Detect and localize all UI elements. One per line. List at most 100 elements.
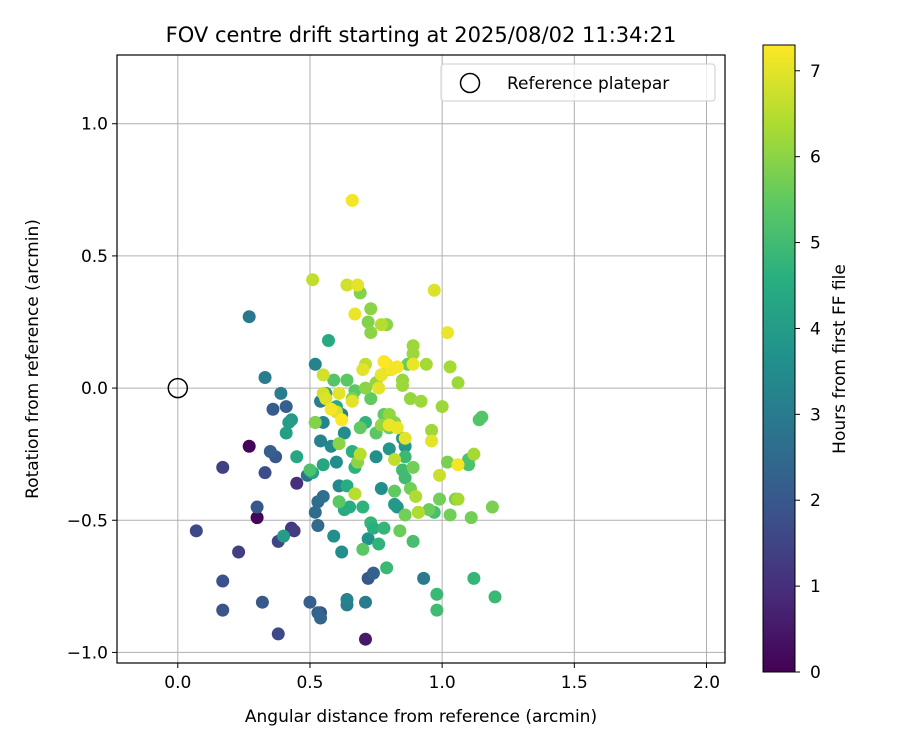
colorbar-ticks: 0 1 2 3 4 5 6 7 — [795, 62, 821, 683]
data-point — [311, 519, 325, 533]
data-point — [406, 357, 420, 371]
data-point — [316, 489, 330, 503]
colorbar-tick-label: 2 — [810, 491, 821, 511]
data-point — [435, 400, 449, 414]
data-point — [250, 500, 264, 514]
legend-box — [440, 63, 716, 102]
data-point — [422, 503, 436, 517]
data-point — [372, 537, 386, 551]
data-point — [314, 611, 328, 625]
data-point — [366, 521, 380, 535]
plot-frame — [116, 54, 726, 664]
data-point — [364, 302, 378, 316]
data-point — [335, 545, 349, 559]
data-point — [393, 524, 407, 538]
data-point — [308, 415, 322, 429]
chart-title: FOV centre drift starting at 2025/08/02 … — [166, 23, 677, 47]
data-point — [242, 439, 256, 453]
data-point — [335, 413, 349, 427]
data-point — [290, 450, 304, 464]
data-point — [419, 357, 433, 371]
data-point — [358, 632, 372, 646]
data-point — [255, 595, 269, 609]
colorbar-tick-label: 7 — [810, 62, 821, 82]
data-point — [340, 479, 354, 493]
data-point — [433, 468, 447, 482]
data-point — [374, 482, 388, 496]
data-point — [232, 545, 246, 559]
legend-label-reference: Reference platepar — [507, 74, 669, 94]
x-tick-label: 1.0 — [429, 673, 456, 693]
data-point — [274, 386, 288, 400]
data-point — [332, 495, 346, 509]
colorbar-tick-label: 4 — [810, 319, 821, 339]
data-point — [406, 347, 420, 361]
colorbar-tick-label: 5 — [810, 234, 821, 254]
data-point — [306, 273, 320, 287]
y-tick-label: 0.5 — [81, 247, 108, 267]
y-tick-label: 0.0 — [81, 379, 108, 399]
y-tick-label: −1.0 — [67, 643, 108, 663]
data-point — [290, 476, 304, 490]
data-point — [403, 392, 417, 406]
axis-ticks: 0.0 0.5 1.0 1.5 2.0 −1.0 −0.5 0.0 0.5 1.0 — [67, 115, 720, 693]
data-point — [216, 460, 230, 474]
data-point — [287, 524, 301, 538]
data-point — [340, 278, 354, 292]
data-point — [374, 318, 388, 332]
colorbar-tick-label: 6 — [810, 148, 821, 168]
data-point — [329, 455, 343, 469]
data-point — [321, 333, 335, 347]
data-point — [361, 532, 375, 546]
data-point — [390, 360, 404, 374]
data-point — [263, 445, 277, 459]
data-point — [353, 421, 367, 435]
data-point — [398, 450, 412, 464]
data-point — [430, 603, 444, 617]
data-point — [364, 392, 378, 406]
data-point — [266, 402, 280, 416]
data-point — [440, 326, 454, 340]
colorbar-tick-label: 0 — [810, 663, 821, 683]
data-point — [388, 452, 402, 466]
data-point — [409, 489, 423, 503]
data-point — [271, 627, 285, 641]
data-point — [398, 508, 412, 522]
data-point — [475, 410, 489, 424]
data-point — [430, 587, 444, 601]
data-point — [277, 529, 291, 543]
data-point — [332, 386, 346, 400]
data-point — [390, 421, 404, 435]
reference-marker — [167, 377, 189, 399]
data-point — [382, 442, 396, 456]
data-point — [282, 415, 296, 429]
data-point — [348, 307, 362, 321]
data-point — [380, 561, 394, 575]
data-point — [398, 471, 412, 485]
data-point — [324, 402, 338, 416]
data-point — [425, 423, 439, 437]
data-point — [327, 373, 341, 387]
data-point — [411, 505, 425, 519]
legend: Reference platepar — [440, 63, 716, 102]
data-point — [377, 355, 391, 369]
data-point — [242, 310, 256, 324]
data-point — [440, 455, 454, 469]
data-point — [279, 400, 293, 414]
data-point — [443, 360, 457, 374]
data-point — [414, 394, 428, 408]
data-point — [258, 371, 272, 385]
x-tick-label: 2.0 — [693, 673, 720, 693]
data-point — [467, 571, 481, 585]
data-point — [316, 368, 330, 382]
data-point — [464, 511, 478, 525]
data-point — [425, 434, 439, 448]
data-point — [372, 381, 386, 395]
data-point — [358, 381, 372, 395]
data-point — [340, 373, 354, 387]
data-point — [319, 392, 333, 406]
data-point — [361, 315, 375, 329]
y-tick-label: 1.0 — [81, 115, 108, 135]
colorbar-label: Hours from first FF file — [830, 264, 850, 454]
data-point — [467, 447, 481, 461]
